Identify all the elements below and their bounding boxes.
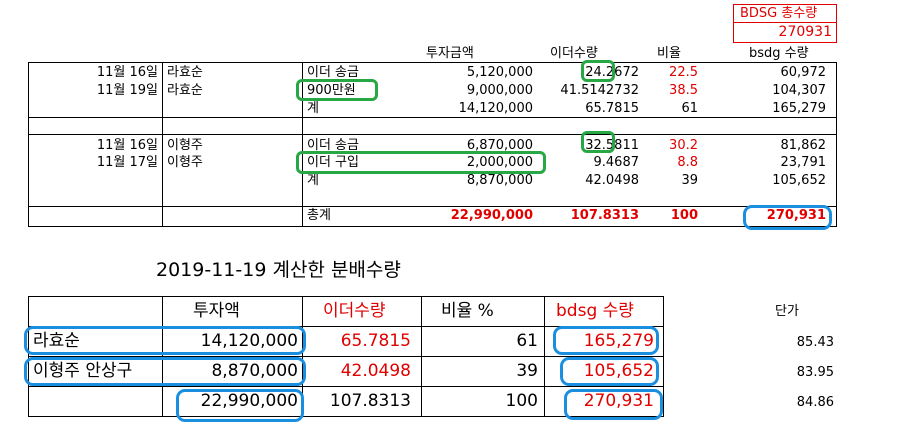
highlight-box	[560, 357, 659, 386]
row-name: 라효순	[167, 65, 203, 80]
row-desc: 계	[307, 173, 319, 188]
bottom-header-unit: 단가	[775, 304, 799, 319]
row-ether: 65.7815	[585, 101, 639, 116]
row-date: 11월 16일	[96, 65, 158, 80]
row-bdsg: 104,307	[772, 83, 826, 98]
row-desc: 계	[307, 101, 319, 116]
row-name: 이형주	[167, 138, 203, 153]
row-desc: 이더 송금	[307, 138, 359, 153]
row-invest: 22,990,000	[450, 208, 533, 223]
highlight-box	[296, 79, 378, 101]
row-bdsg: 23,791	[780, 155, 827, 170]
row-date: 11월 17일	[96, 155, 158, 170]
row-bdsg: 165,279	[772, 101, 826, 116]
row-date: 11월 19일	[96, 83, 158, 98]
row-invest: 8,870,000	[211, 361, 298, 381]
row-name: 라효순	[33, 331, 80, 351]
header-bdsg: bsdg 수량	[749, 46, 809, 61]
row-ratio: 61	[516, 331, 538, 351]
highlight-box	[743, 205, 832, 230]
highlight-box	[24, 357, 306, 386]
highlight-box	[581, 131, 615, 153]
row-ratio: 8.8	[677, 155, 698, 170]
row-invest: 2,000,000	[466, 155, 533, 170]
highlight-box	[564, 389, 663, 420]
row-ether: 65.7815	[340, 331, 411, 351]
highlight-box	[176, 389, 304, 422]
bottom-header-ratio: 비율 %	[441, 301, 494, 321]
row-ether: 107.8313	[570, 208, 639, 223]
calc-title: 2019-11-19 계산한 분배수량	[156, 259, 401, 281]
row-date: 11월 16일	[96, 138, 158, 153]
row-ether: 41.5142732	[560, 83, 639, 98]
row-desc: 이더 구입	[307, 155, 359, 170]
summary-label: BDSG 총수량	[740, 6, 818, 21]
row-ratio: 30.2	[669, 138, 698, 153]
row-ether: 42.0498	[585, 173, 639, 188]
row-ether: 9.4687	[593, 155, 640, 170]
row-ratio: 22.5	[669, 65, 698, 80]
summary-value: 270931	[778, 24, 832, 40]
highlight-box	[553, 326, 659, 355]
row-desc: 이더 송금	[307, 65, 359, 80]
row-name: 이형주	[167, 155, 203, 170]
row-invest: 6,870,000	[466, 138, 533, 153]
row-bdsg: 165,279	[583, 331, 654, 351]
row-invest: 14,120,000	[458, 101, 533, 116]
row-bdsg: 105,652	[583, 361, 654, 381]
header-ether: 이더수량	[550, 46, 598, 61]
row-ratio: 38.5	[669, 83, 698, 98]
row-ratio: 61	[681, 101, 698, 116]
row-ratio: 39	[516, 361, 538, 381]
row-name: 라효순	[167, 83, 203, 98]
row-bdsg: 270,931	[583, 391, 654, 411]
row-unit: 85.43	[796, 335, 834, 350]
header-ratio: 비율	[657, 46, 681, 61]
row-invest: 5,120,000	[466, 65, 533, 80]
row-invest: 22,990,000	[200, 391, 298, 411]
row-invest: 14,120,000	[200, 331, 298, 351]
row-invest: 9,000,000	[466, 83, 533, 98]
row-bdsg: 81,862	[780, 138, 827, 153]
highlight-box	[296, 151, 546, 174]
row-bdsg: 270,931	[766, 208, 826, 223]
bottom-header-bdsg: bdsg 수량	[556, 301, 634, 321]
bottom-header-ether: 이더수량	[323, 301, 386, 321]
row-desc: 총계	[307, 208, 331, 223]
row-unit: 84.86	[796, 395, 834, 410]
bottom-header-invest: 투자액	[193, 301, 240, 321]
row-ether: 107.8313	[329, 391, 411, 411]
row-bdsg: 105,652	[772, 173, 826, 188]
row-ratio: 39	[681, 173, 698, 188]
row-name: 이형주 안상구	[33, 361, 133, 381]
row-invest: 8,870,000	[466, 173, 533, 188]
row-ratio: 100	[670, 208, 698, 223]
highlight-box	[581, 60, 615, 82]
header-invest: 투자금액	[426, 46, 474, 61]
row-ether: 42.0498	[340, 361, 411, 381]
row-desc: 900만원	[307, 83, 356, 98]
row-ratio: 100	[505, 391, 538, 411]
row-bdsg: 60,972	[780, 65, 827, 80]
row-unit: 83.95	[796, 365, 834, 380]
highlight-box	[24, 326, 306, 355]
